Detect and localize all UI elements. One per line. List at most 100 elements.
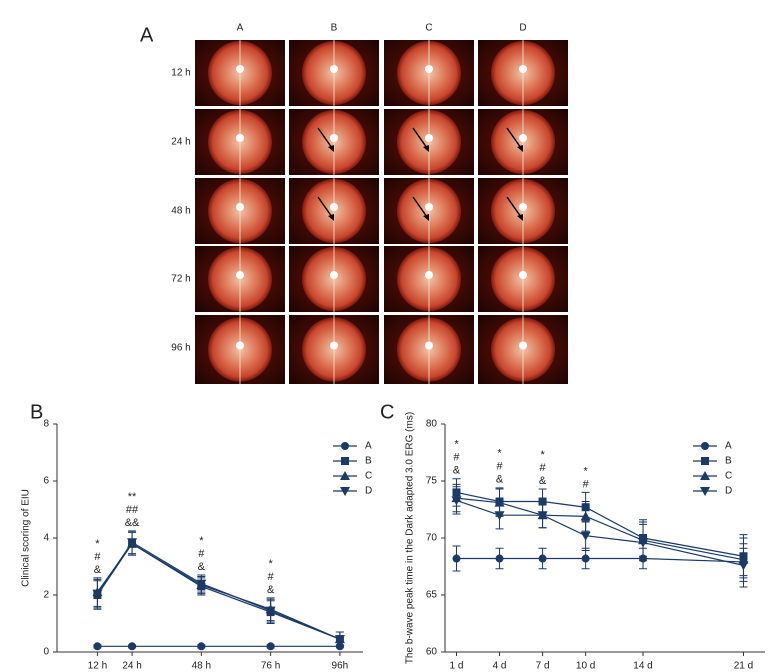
marker: [537, 511, 548, 521]
optic-disc: [425, 134, 433, 142]
y-tick-label: 70: [426, 533, 438, 544]
marker: [538, 497, 547, 506]
series-line: [96, 541, 341, 640]
legend-label: B: [365, 456, 372, 467]
optic-disc: [236, 134, 244, 142]
marker: [93, 642, 102, 651]
row-label: 12 h: [171, 68, 190, 79]
marker: [127, 538, 138, 548]
arrow: [317, 196, 333, 218]
optic-disc: [425, 341, 433, 350]
marker: [581, 554, 590, 563]
x-tick-label: 7 d: [536, 661, 550, 672]
row-label: 48 h: [171, 206, 190, 217]
optic-disc: [236, 341, 244, 350]
y-tick-label: 6: [43, 476, 49, 487]
significance-mark: &: [496, 474, 504, 486]
legend-marker: [700, 487, 710, 496]
optic-disc: [330, 65, 338, 73]
optic-disc: [236, 65, 244, 73]
y-tick-label: 8: [43, 419, 49, 430]
y-tick-label: 2: [43, 590, 49, 601]
significance-mark: *: [95, 538, 100, 550]
legend-label: C: [725, 471, 732, 482]
significance-mark: #: [496, 461, 503, 473]
significance-mark: &: [267, 584, 275, 596]
significance-mark: #: [268, 571, 275, 583]
marker: [738, 561, 749, 571]
legend-marker: [341, 457, 349, 465]
legend-label: A: [725, 441, 732, 452]
arrow-head: [423, 214, 429, 221]
y-tick-label: 60: [426, 647, 438, 658]
x-tick-label: 21 d: [734, 661, 753, 672]
optic-disc: [330, 341, 338, 350]
x-tick-label: 4 d: [493, 661, 507, 672]
arrow-head: [517, 214, 523, 221]
marker: [452, 554, 461, 563]
y-tick-label: 0: [43, 647, 49, 658]
significance-mark: &: [94, 564, 102, 576]
optic-disc: [425, 65, 433, 73]
panel-label: C: [380, 401, 394, 423]
optic-disc: [519, 65, 527, 73]
significance-mark: #: [540, 462, 547, 474]
y-axis-label: The b-wave peak time in the Dark adapted…: [405, 412, 416, 664]
arrow: [412, 127, 428, 149]
arrow: [506, 196, 522, 218]
significance-mark: *: [497, 448, 502, 460]
arrow-head: [328, 145, 334, 152]
legend-marker: [701, 442, 709, 450]
marker: [580, 531, 591, 541]
arrow-head: [517, 145, 523, 152]
legend-marker: [700, 471, 710, 480]
row-label: 96 h: [171, 343, 190, 354]
marker: [451, 496, 462, 506]
optic-disc: [519, 341, 527, 350]
marker: [196, 579, 207, 589]
significance-mark: *: [454, 439, 459, 451]
x-tick-label: 14 d: [633, 661, 652, 672]
significance-mark: ##: [126, 504, 139, 516]
legend-label: D: [725, 486, 732, 497]
significance-mark: &: [453, 465, 461, 477]
x-tick-label: 10 d: [576, 661, 595, 672]
row-label: 72 h: [171, 274, 190, 285]
x-tick-label: 12 h: [88, 661, 107, 672]
significance-mark: &: [198, 561, 206, 573]
marker: [538, 554, 547, 563]
legend-label: B: [725, 456, 732, 467]
x-tick-label: 1 d: [450, 661, 464, 672]
marker: [92, 589, 103, 599]
series-line: [456, 557, 744, 563]
x-tick-label: 76 h: [261, 661, 280, 672]
optic-disc: [236, 271, 244, 279]
significance-mark: *: [268, 558, 273, 570]
significance-mark: &: [539, 475, 547, 487]
marker: [128, 642, 137, 651]
optic-disc: [425, 203, 433, 211]
column-label: D: [519, 23, 526, 34]
series-line: [456, 491, 744, 557]
significance-mark: #: [583, 478, 590, 490]
marker: [494, 511, 505, 521]
marker: [197, 642, 206, 651]
series-line: [456, 497, 744, 561]
legend-label: A: [365, 441, 372, 452]
series-line: [456, 499, 744, 566]
marker: [266, 642, 275, 651]
optic-disc: [330, 134, 338, 142]
legend-marker: [341, 442, 349, 450]
row-label: 24 h: [171, 137, 190, 148]
marker: [495, 554, 504, 563]
marker: [638, 538, 649, 548]
significance-mark: *: [583, 465, 588, 477]
arrow: [317, 127, 333, 149]
significance-mark: #: [453, 452, 460, 464]
arrow: [412, 196, 428, 218]
y-tick-label: 65: [426, 590, 438, 601]
significance-mark: #: [198, 548, 205, 560]
y-tick-label: 80: [426, 419, 438, 430]
arrow: [506, 127, 522, 149]
